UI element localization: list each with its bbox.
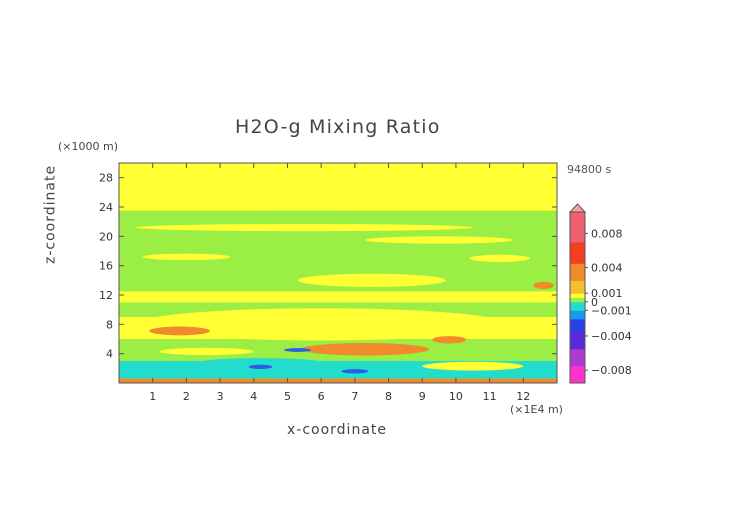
colorbar-frame	[569, 211, 586, 384]
colorbar-segment	[570, 344, 585, 350]
colorbar-segment	[570, 229, 585, 234]
colorbar-segment	[570, 348, 585, 354]
x-tick-label: 3	[217, 390, 224, 403]
x-tick-label: 9	[419, 390, 426, 403]
colorbar-segment	[570, 340, 585, 346]
colorbar-segment	[570, 318, 585, 324]
colorbar-segment	[570, 357, 585, 363]
colorbar-segment	[570, 237, 585, 243]
colorbar-segment	[570, 378, 585, 384]
x-tick-label: 10	[449, 390, 463, 403]
field-patch-yellow	[159, 347, 254, 356]
colorbar-top-arrow	[568, 203, 587, 213]
colorbar-segment	[570, 254, 585, 260]
field-band-orange	[119, 378, 557, 383]
colorbar-label: −0.001	[591, 304, 632, 317]
colorbar-segment	[570, 233, 585, 239]
x-tick-label: 6	[318, 390, 325, 403]
field-patch-blue	[248, 364, 273, 370]
colorbar-segment	[570, 301, 585, 307]
x-tick-label: 4	[250, 390, 257, 403]
colorbar-segment	[570, 212, 585, 217]
field-patch-yellow	[297, 273, 446, 287]
colorbar-segment	[570, 263, 585, 269]
x-axis-label: x-coordinate	[287, 422, 388, 438]
colorbar-segment	[570, 353, 585, 358]
colorbar-segment	[570, 280, 585, 286]
time-label: 94800 s	[567, 163, 612, 176]
field-patch-blue	[341, 369, 369, 374]
y-tick-label: 16	[99, 260, 113, 273]
field-patch-yellow	[142, 253, 231, 261]
field-patch-orange	[300, 343, 429, 356]
field-patch-yellow	[135, 308, 507, 341]
colorbar-segment	[570, 284, 585, 290]
chart-title: H2O-g Mixing Ratio	[235, 116, 441, 138]
field-patch-blue	[284, 348, 312, 352]
x-tick-label: 8	[385, 390, 392, 403]
heatmap-field	[119, 163, 557, 383]
colorbar-segment	[570, 361, 585, 367]
y-axis-unit: (×1000 m)	[58, 140, 119, 153]
colorbar-segment	[570, 327, 585, 333]
colorbar-label: −0.004	[591, 330, 632, 343]
colorbar-segment	[570, 297, 585, 303]
x-tick-label: 2	[183, 390, 190, 403]
colorbar-segment	[570, 271, 585, 277]
colorbar-segment	[570, 323, 585, 328]
colorbar-segment	[570, 314, 585, 320]
colorbar-segment	[570, 246, 585, 251]
colorbar-label: 0	[591, 296, 598, 309]
colorbar-segment	[570, 370, 585, 375]
field-patch-orange	[149, 326, 210, 336]
x-axis-unit: (×1E4 m)	[510, 403, 563, 416]
y-tick-label: 4	[106, 348, 113, 361]
colorbar-segment	[570, 365, 585, 371]
y-tick-label: 8	[106, 318, 113, 331]
x-tick-label: 12	[516, 390, 530, 403]
colorbar-segment	[570, 259, 585, 264]
colorbar-segment	[570, 241, 585, 247]
x-tick-label: 1	[149, 390, 156, 403]
colorbar-label: 0.004	[591, 262, 623, 275]
field-patch-orange	[533, 281, 554, 290]
colorbar-segment	[570, 331, 585, 337]
colorbar-label: 0.001	[591, 287, 623, 300]
field-patch-yellow	[469, 254, 531, 262]
colorbar-segment	[570, 306, 585, 311]
field-patch-yellow	[422, 361, 524, 371]
colorbar-segment	[570, 288, 585, 294]
colorbar-segment	[570, 220, 585, 226]
colorbar-segment	[570, 224, 585, 230]
colorbar-label: −0.008	[591, 364, 632, 377]
field-band-green	[119, 210, 557, 218]
y-tick-label: 12	[99, 289, 113, 302]
y-tick-label: 20	[99, 230, 113, 243]
colorbar-segment	[570, 250, 585, 256]
field-patch-yellow	[364, 236, 514, 244]
x-tick-label: 5	[284, 390, 291, 403]
x-tick-label: 11	[483, 390, 497, 403]
y-tick-label: 24	[99, 201, 113, 214]
colorbar-segment	[570, 335, 585, 341]
colorbar-segment	[570, 276, 585, 281]
colorbar-segment	[570, 310, 585, 316]
plot-frame	[118, 162, 558, 384]
colorbar-label: 0.008	[591, 227, 623, 240]
colorbar-segment	[570, 374, 585, 380]
colorbar-segment	[570, 267, 585, 273]
field-patch-yellow	[135, 223, 473, 232]
x-tick-label: 7	[351, 390, 358, 403]
colorbar-segment	[570, 216, 585, 222]
y-tick-label: 28	[99, 172, 113, 185]
colorbar-segment	[570, 293, 585, 298]
field-patch-orange	[432, 336, 467, 344]
